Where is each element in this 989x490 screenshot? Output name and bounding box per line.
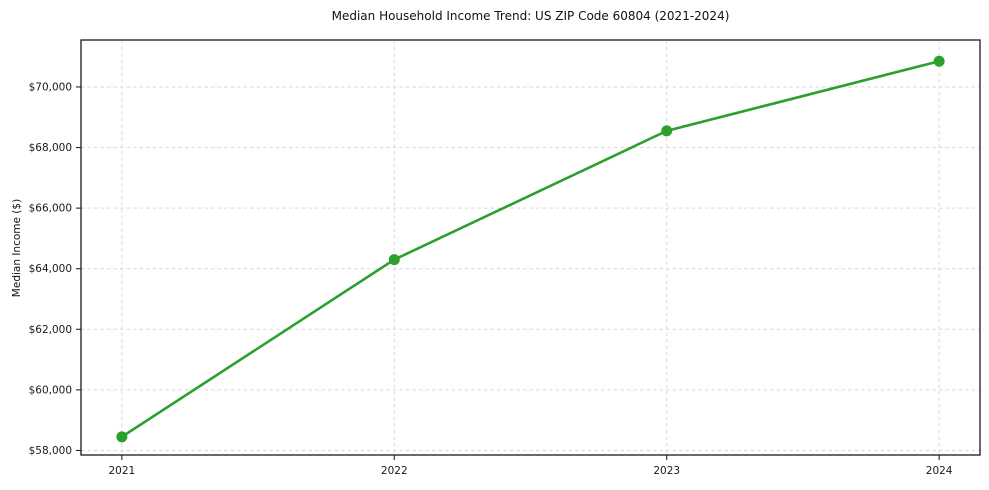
y-tick-label: $68,000 [29,142,72,154]
data-point-marker [661,125,673,137]
y-tick-label: $66,000 [29,203,72,215]
income-trend-line [120,59,941,439]
data-point-marker [388,254,400,266]
y-tick-label: $58,000 [29,445,72,457]
x-tick-label: 2023 [653,465,680,477]
x-tick-label: 2022 [381,465,408,477]
chart-title: Median Household Income Trend: US ZIP Co… [331,9,730,23]
y-tick-label: $62,000 [29,324,72,336]
y-tick-label: $60,000 [29,384,72,396]
plot-border [80,39,981,456]
x-tick-label: 2024 [926,465,953,477]
y-tick-label: $64,000 [29,263,72,275]
data-point-marker [933,55,945,67]
data-point-marker [116,431,128,443]
x-tick-label: 2021 [108,465,135,477]
y-tick-label: $70,000 [29,81,72,93]
